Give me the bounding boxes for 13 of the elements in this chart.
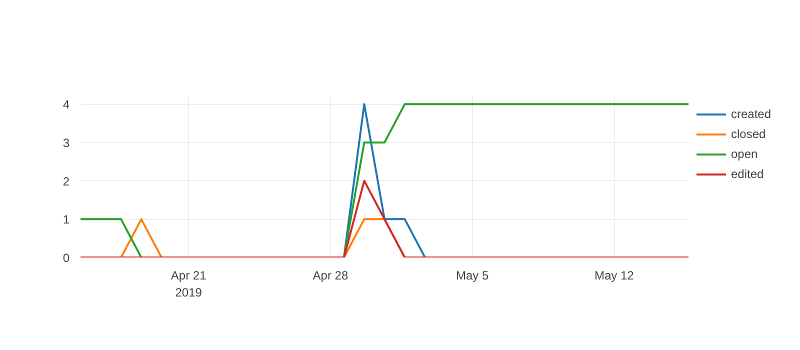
x-tick-label: May 5	[456, 268, 489, 282]
y-tick-label: 3	[62, 136, 70, 150]
y-tick-label: 0	[62, 251, 70, 265]
y-tick-label: 2	[62, 174, 70, 188]
x-tick-label: Apr 28	[312, 268, 348, 282]
legend-label: open	[731, 147, 758, 161]
legend-label: created	[731, 107, 772, 121]
x-tick-label: May 12	[594, 268, 634, 282]
legend-label: edited	[731, 167, 764, 181]
legend-label: closed	[731, 127, 766, 141]
y-tick-label: 4	[62, 98, 70, 112]
y-tick-label: 1	[62, 212, 70, 227]
x-tick-label: Apr 21 2019	[170, 268, 207, 300]
